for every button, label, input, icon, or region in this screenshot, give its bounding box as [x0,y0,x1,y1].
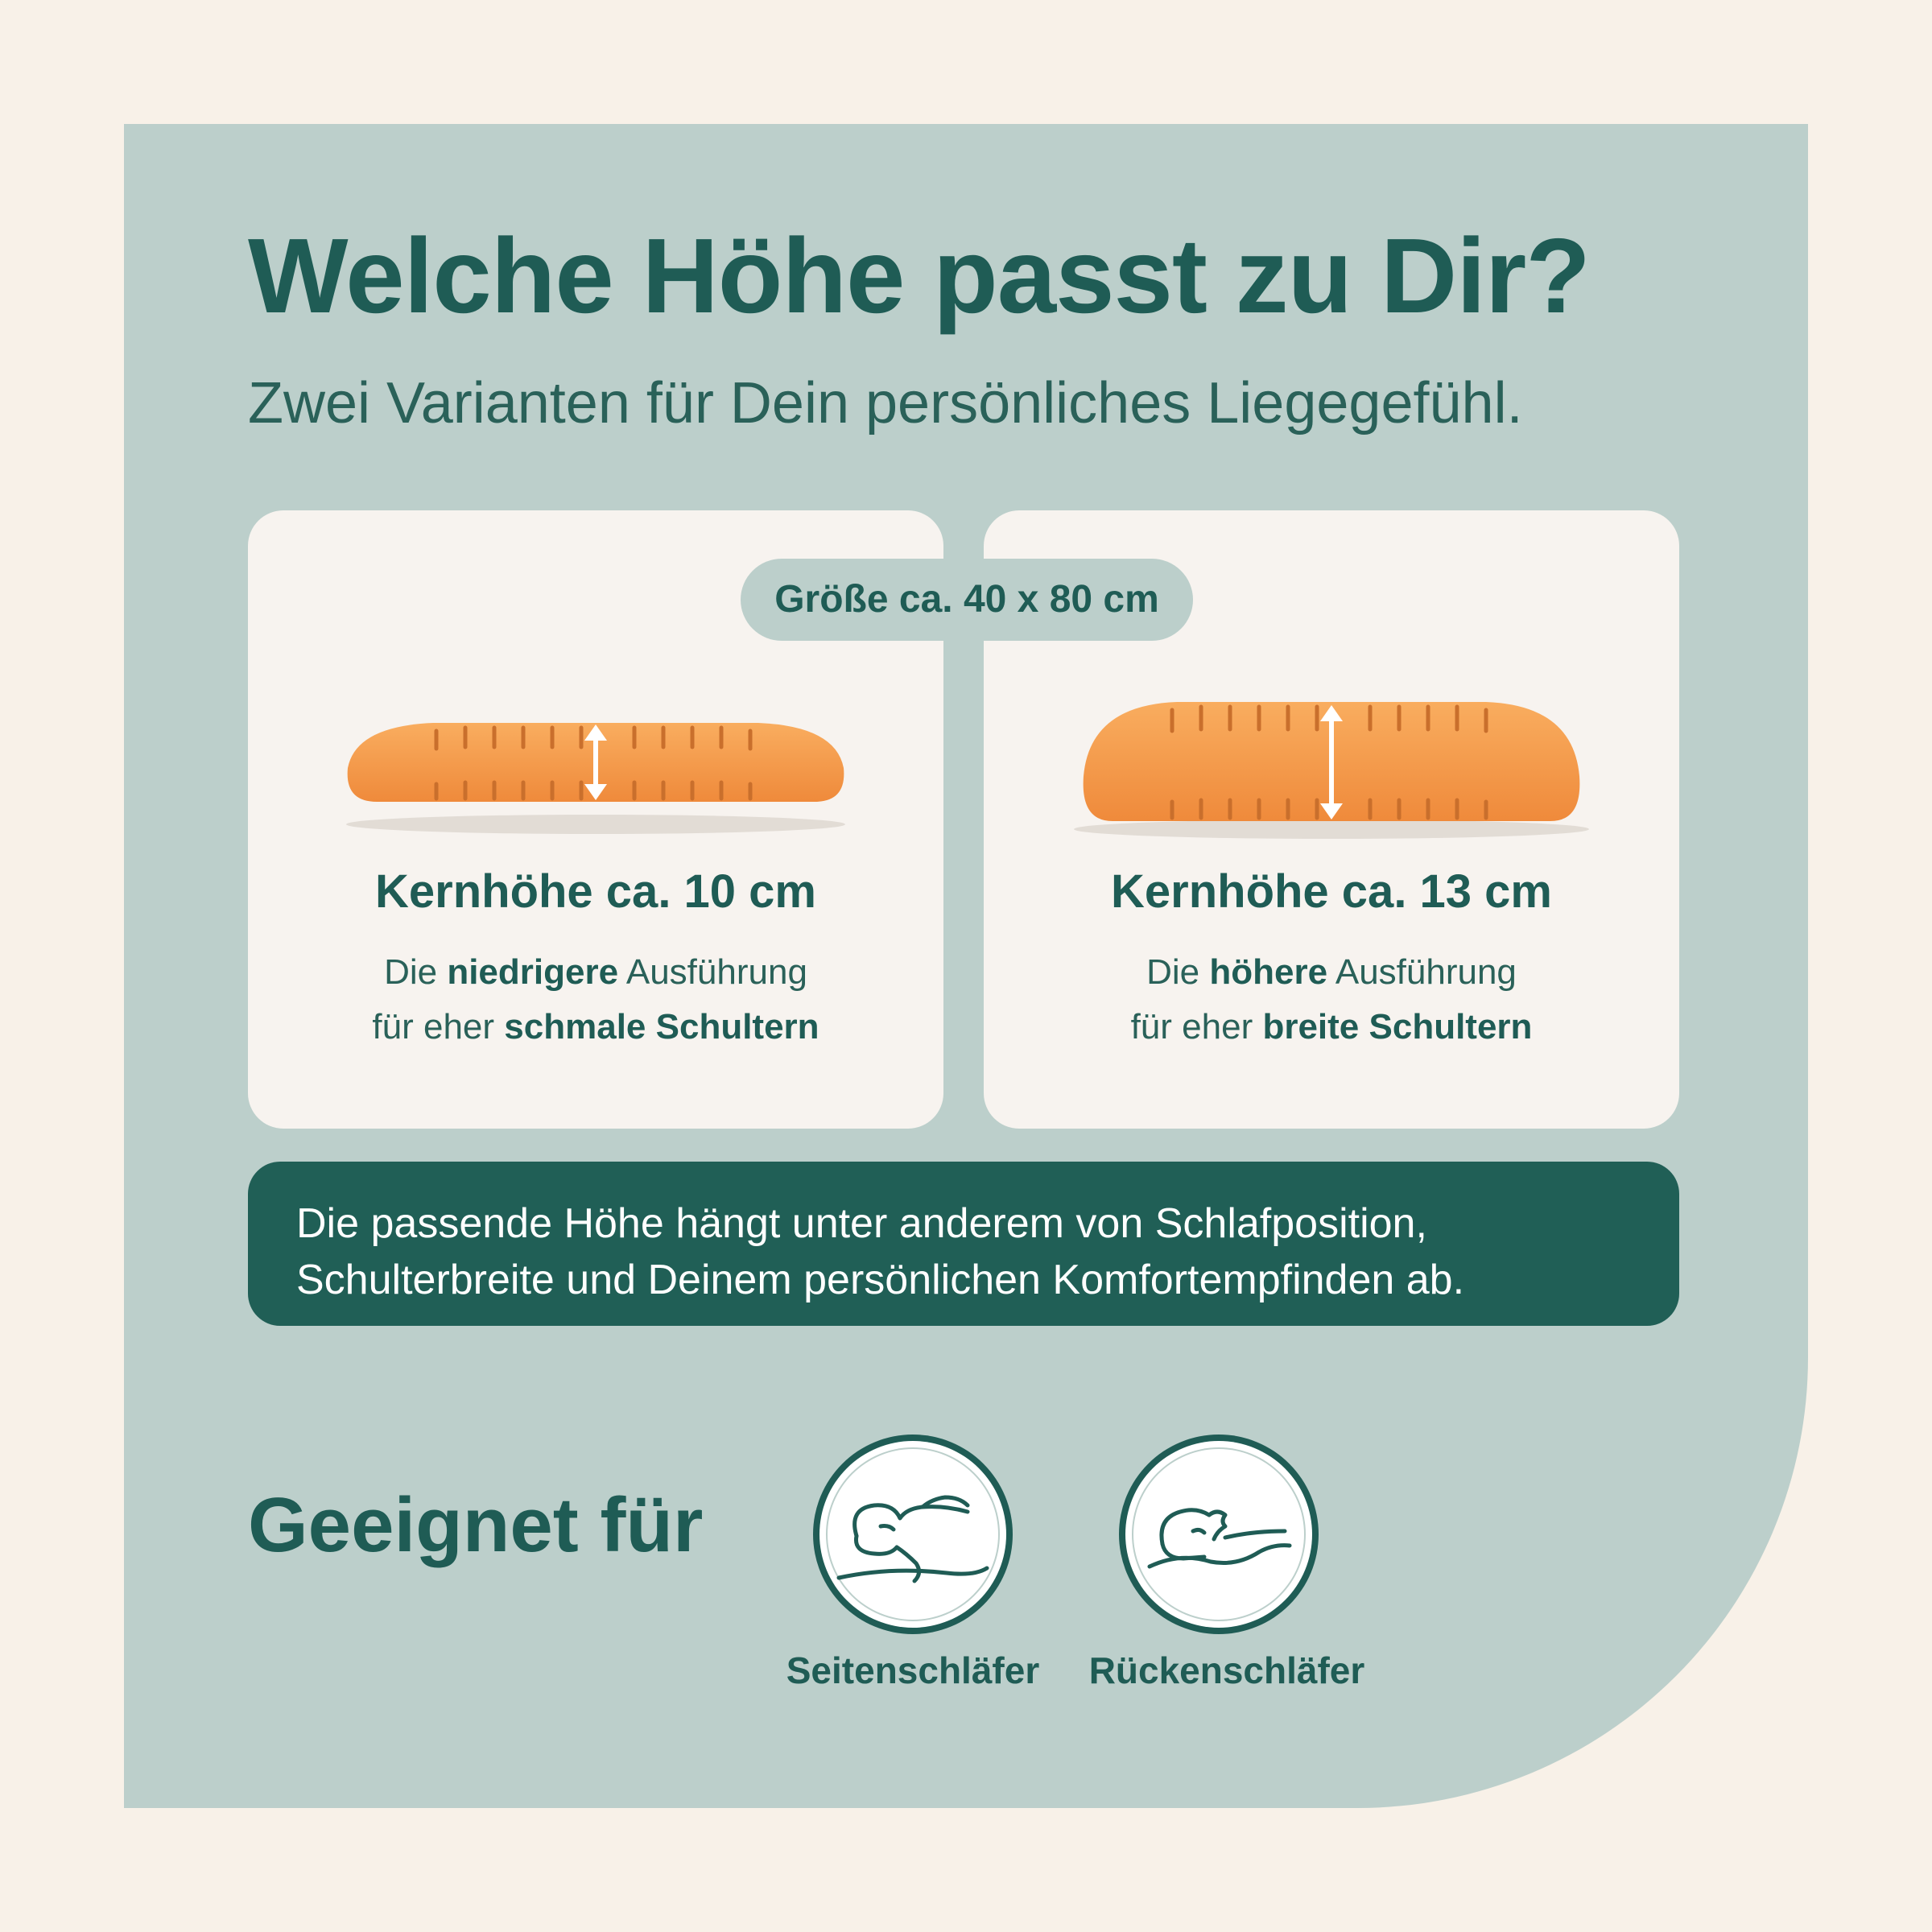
height-arrow-icon [584,724,607,800]
back-sleeper-icon [1116,1431,1322,1637]
low-pillow-image [346,723,845,834]
side-sleeper-icon [810,1431,1016,1637]
suitable-for-heading: Geeignet für [248,1482,704,1568]
variant-description: Die niedrigere Ausführung für eher schma… [372,952,819,1046]
info-box: Die passende Höhe hängt unter anderem vo… [248,1162,1679,1326]
high-pillow-image [1074,702,1589,839]
info-line: Schulterbreite und Deinem persönlichen K… [296,1257,1465,1303]
variant-heading: Kernhöhe ca. 10 cm [375,865,816,918]
info-line: Die passende Höhe hängt unter anderem vo… [296,1200,1427,1247]
page-title: Welche Höhe passt zu Dir? [248,217,1591,335]
variant-heading: Kernhöhe ca. 13 cm [1111,865,1552,918]
variant-description: Die höhere Ausführung für eher breite Sc… [1130,952,1533,1046]
height-arrow-icon [1320,705,1343,819]
size-badge: Größe ca. 40 x 80 cm [741,559,1193,641]
back-sleeper-label: Rückenschläfer [1088,1649,1365,1691]
side-sleeper-label: Seitenschläfer [786,1649,1040,1691]
page-subtitle: Zwei Varianten für Dein persönliches Lie… [248,371,1523,436]
